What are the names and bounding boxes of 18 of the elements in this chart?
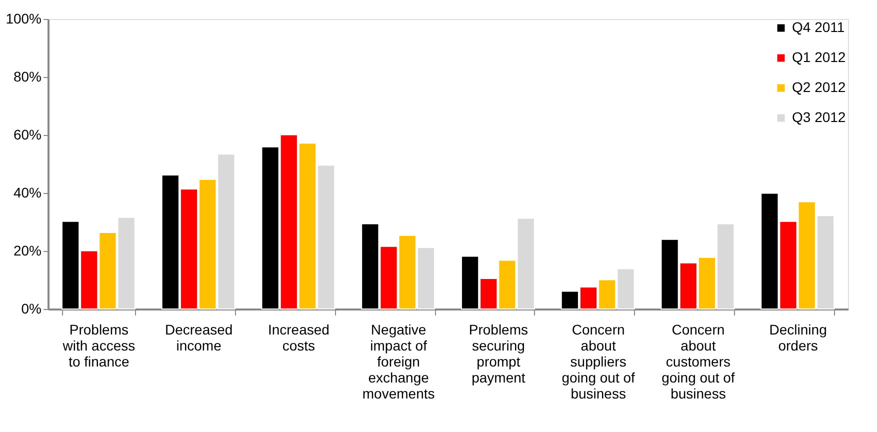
y-tick-label: 60%	[13, 126, 42, 142]
legend-label: Q3 2012	[792, 109, 846, 125]
x-tick-label: Negative impact of foreign exchange movements	[362, 322, 435, 402]
y-tick-label: 0%	[21, 300, 42, 316]
legend-label: Q1 2012	[792, 49, 846, 65]
y-tick-label: 20%	[13, 242, 42, 258]
legend-label: Q4 2011	[792, 19, 845, 35]
legend-label: Q2 2012	[792, 79, 846, 95]
x-tick-label: Decreased income	[164, 322, 233, 354]
y-tick-label: 100%	[6, 10, 42, 26]
x-tick-label: Problems securing prompt payment	[468, 322, 528, 386]
x-tick-label: Declining orders	[769, 322, 827, 354]
x-tick-label: Concern about customers going out of business	[662, 322, 735, 402]
y-tick-label: 40%	[13, 184, 42, 200]
x-tick-label: Increased costs	[268, 322, 330, 354]
x-tick-label: Concern about suppliers going out of business	[562, 322, 636, 402]
y-tick-label: 80%	[13, 68, 42, 84]
x-tick-label: Problems with access to finance	[62, 322, 136, 370]
